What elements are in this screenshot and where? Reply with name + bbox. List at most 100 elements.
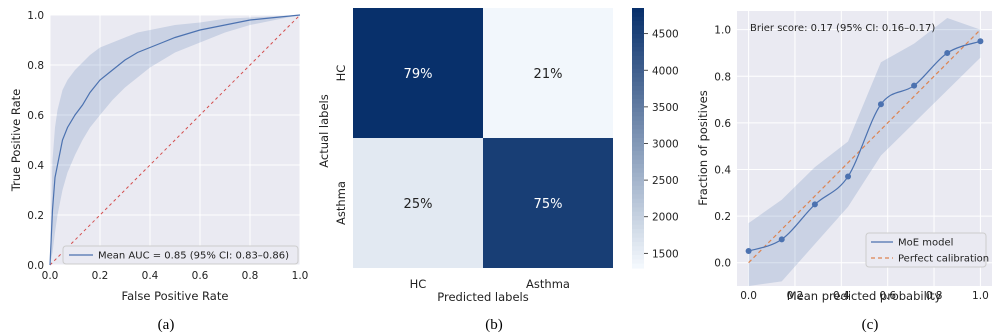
cm-x-tick-label: Asthma bbox=[526, 277, 570, 291]
colorbar-tick-label: 4000 bbox=[652, 65, 679, 77]
cal-y-tick-label: 0.2 bbox=[714, 211, 731, 223]
colorbar-segment bbox=[632, 229, 644, 234]
colorbar-segment bbox=[632, 103, 644, 108]
colorbar-segment bbox=[632, 47, 644, 52]
colorbar-segment bbox=[632, 43, 644, 48]
roc-x-tick-label: 0.8 bbox=[242, 270, 259, 282]
colorbar-segment bbox=[632, 38, 644, 43]
colorbar-segment bbox=[632, 17, 644, 22]
cm-x-axis-label: Predicted labels bbox=[437, 290, 528, 304]
colorbar-segment bbox=[632, 90, 644, 95]
colorbar-tick-label: 2000 bbox=[652, 212, 679, 224]
cm-y-tick-label: Asthma bbox=[334, 181, 348, 225]
colorbar-segment bbox=[632, 73, 644, 78]
colorbar-segment bbox=[632, 168, 644, 173]
moe-model-point bbox=[779, 236, 785, 242]
roc-panel: 0.0 0.2 0.4 0.6 0.8 1.0 0.0 0.2 0.4 0.6 0.8 1.0 Mea… bbox=[9, 10, 308, 333]
colorbar-segment bbox=[632, 125, 644, 130]
colorbar-segment bbox=[632, 173, 644, 178]
calibration-x-axis-label: Mean predicted probability bbox=[787, 289, 942, 303]
colorbar-segment bbox=[632, 164, 644, 169]
cm-cell-label: 75% bbox=[534, 197, 563, 212]
colorbar-segment bbox=[632, 207, 644, 212]
roc-y-tick-label: 0.4 bbox=[27, 160, 44, 172]
colorbar: 1500 2000 2500 3000 3500 4000 4500 bbox=[632, 8, 679, 269]
cal-y-tick-label: 0.8 bbox=[714, 71, 731, 83]
colorbar-segment bbox=[632, 116, 644, 121]
colorbar-segment bbox=[632, 194, 644, 199]
roc-y-tick-label: 0.2 bbox=[27, 210, 44, 222]
colorbar-segment bbox=[632, 199, 644, 204]
roc-y-tick-label: 1.0 bbox=[27, 10, 44, 22]
moe-model-point bbox=[911, 83, 917, 89]
colorbar-tick-label: 3000 bbox=[652, 138, 679, 150]
calibration-panel: 0.0 0.2 0.4 0.6 0.8 1.0 0.0 0.2 0.4 0.6 0.8 1.0 Bri… bbox=[696, 11, 992, 333]
colorbar-tick-label: 4500 bbox=[652, 29, 679, 41]
confusion-matrix-panel: 79% 21%25% 75%HC AsthmaHCAsthma 15002000250… bbox=[317, 8, 679, 333]
colorbar-tick-label: 1500 bbox=[652, 248, 679, 260]
calibration-legend: MoE model Perfect calibration bbox=[866, 233, 989, 267]
colorbar-segment bbox=[632, 56, 644, 61]
colorbar-segment bbox=[632, 151, 644, 156]
roc-y-tick-label: 0.8 bbox=[27, 60, 44, 72]
colorbar-segment bbox=[632, 82, 644, 87]
colorbar-segment bbox=[632, 216, 644, 221]
colorbar-segment bbox=[632, 99, 644, 104]
cal-y-tick-label: 0.6 bbox=[714, 118, 731, 130]
colorbar-segment bbox=[632, 112, 644, 117]
roc-x-tick-label: 1.0 bbox=[292, 270, 309, 282]
colorbar-segment bbox=[632, 108, 644, 113]
colorbar-segment bbox=[632, 69, 644, 74]
roc-x-axis-label: False Positive Rate bbox=[122, 289, 229, 303]
moe-model-point bbox=[977, 38, 983, 44]
caption-b: (b) bbox=[485, 317, 503, 333]
moe-model-point bbox=[845, 173, 851, 179]
colorbar-segment bbox=[632, 95, 644, 100]
colorbar-segment bbox=[632, 77, 644, 82]
colorbar-segment bbox=[632, 21, 644, 26]
colorbar-segment bbox=[632, 246, 644, 251]
cal-y-tick-label: 1.0 bbox=[714, 25, 731, 37]
brier-score-annotation: Brier score: 0.17 (95% CI: 0.16–0.17) bbox=[750, 23, 935, 34]
legend-perfect-calibration: Perfect calibration bbox=[898, 254, 989, 265]
roc-y-tick-label: 0.6 bbox=[27, 110, 44, 122]
colorbar-segment bbox=[632, 264, 644, 269]
roc-x-tick-label: 0.2 bbox=[92, 270, 109, 282]
colorbar-segment bbox=[632, 203, 644, 208]
colorbar-segment bbox=[632, 251, 644, 256]
colorbar-segment bbox=[632, 64, 644, 69]
colorbar-segment bbox=[632, 160, 644, 165]
moe-model-point bbox=[746, 248, 752, 254]
colorbar-segment bbox=[632, 129, 644, 134]
cal-y-tick-label: 0.0 bbox=[714, 258, 731, 270]
colorbar-segment bbox=[632, 220, 644, 225]
colorbar-tick-label: 3500 bbox=[652, 102, 679, 114]
legend-moe-model: MoE model bbox=[898, 238, 953, 249]
colorbar-segment bbox=[632, 212, 644, 217]
cal-x-tick-label: 0.0 bbox=[740, 290, 757, 302]
colorbar-segment bbox=[632, 238, 644, 243]
moe-model-point bbox=[878, 101, 884, 107]
calibration-y-axis-label: Fraction of positives bbox=[696, 90, 710, 205]
colorbar-segment bbox=[632, 142, 644, 147]
cm-cell-label: 21% bbox=[534, 67, 563, 82]
caption-a: (a) bbox=[158, 317, 175, 333]
colorbar-segment bbox=[632, 60, 644, 65]
colorbar-segment bbox=[632, 121, 644, 126]
roc-x-tick-label: 0.6 bbox=[192, 270, 209, 282]
colorbar-segment bbox=[632, 134, 644, 139]
colorbar-tick-label: 2500 bbox=[652, 175, 679, 187]
colorbar-segment bbox=[632, 51, 644, 56]
cal-y-tick-label: 0.4 bbox=[714, 164, 731, 176]
colorbar-segment bbox=[632, 259, 644, 264]
colorbar-segment bbox=[632, 190, 644, 195]
colorbar-segment bbox=[632, 138, 644, 143]
colorbar-segment bbox=[632, 8, 644, 13]
roc-y-axis-label: True Positive Rate bbox=[9, 89, 23, 192]
colorbar-segment bbox=[632, 147, 644, 152]
cm-cell-label: 25% bbox=[404, 197, 433, 212]
roc-legend-label: Mean AUC = 0.85 (95% CI: 0.83–0.86) bbox=[98, 251, 289, 262]
colorbar-segment bbox=[632, 30, 644, 35]
colorbar-segment bbox=[632, 177, 644, 182]
